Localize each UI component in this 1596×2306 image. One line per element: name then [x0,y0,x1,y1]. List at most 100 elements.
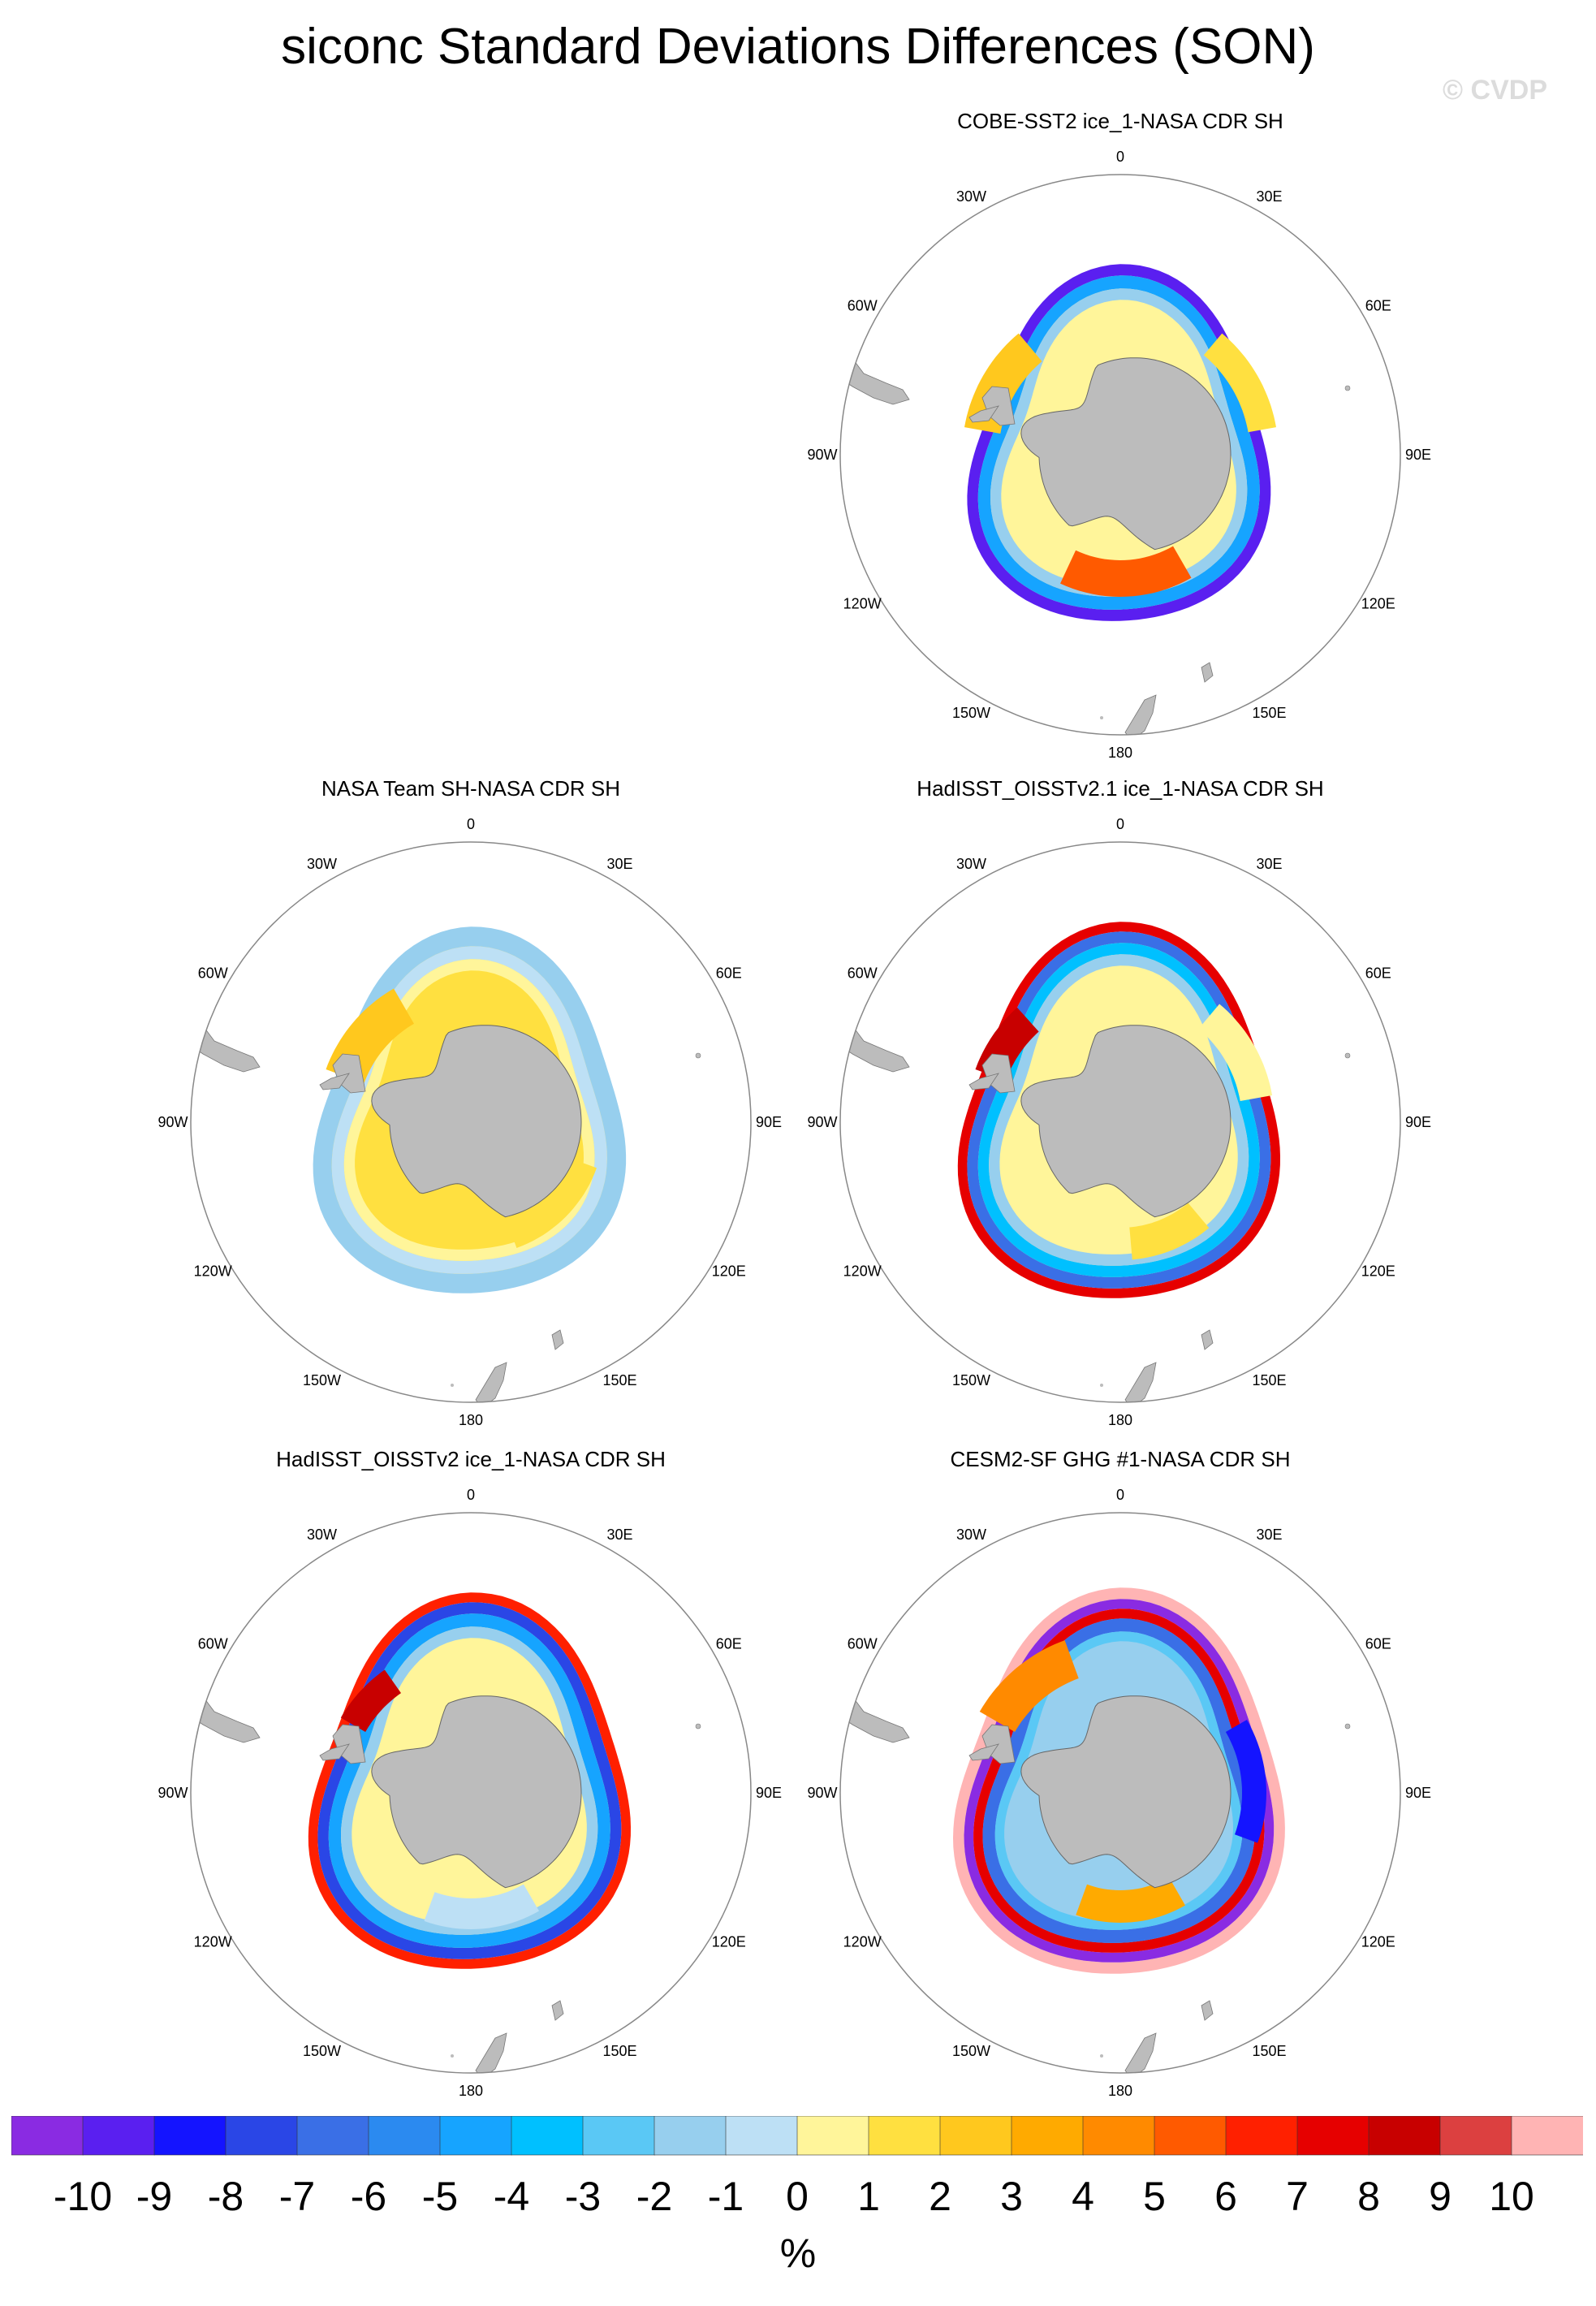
lon-label-0: 0 [1116,1487,1124,1503]
colorbar-tick-label: 7 [1286,2174,1309,2219]
colorbar-tick-label: -5 [421,2174,459,2219]
lon-label-150e: 150E [602,2043,636,2059]
lon-label-30w: 30W [307,1527,337,1543]
colorbar-tick-label: 6 [1214,2174,1237,2219]
anomaly-patch [1129,1203,1210,1260]
panel-nasa-team: NASA Team SH-NASA CDR SH 0 30E 60E 90E 120E 15… [146,776,796,1447]
lon-label-60w: 60W [198,1636,228,1652]
colorbar [11,2116,1583,2156]
antarctica-land [371,1025,582,1218]
lon-label-30e: 30E [1256,188,1282,205]
lon-label-30e: 30E [606,1527,632,1543]
anomaly-patch [505,1156,597,1248]
antarctica-land [1020,1695,1232,1889]
map-boundary [839,1512,1401,2074]
lon-label-150w: 150W [303,2043,341,2059]
colorbar-tick-label: 10 [1489,2174,1534,2219]
lon-label-150e: 150E [1252,705,1286,721]
lon-label-150e: 150E [1252,1372,1286,1388]
antarctica-land [1020,357,1232,551]
lon-label-60w: 60W [848,965,878,982]
lon-label-120e: 120E [1361,1934,1395,1950]
panel-title: NASA Team SH-NASA CDR SH [321,776,620,801]
colorbar-swatch [296,2116,369,2156]
lon-label-60e: 60E [716,965,742,982]
lon-label-30w: 30W [956,1527,986,1543]
lon-label-90e: 90E [1405,447,1431,463]
antarctica-land [371,1695,582,1889]
lon-label-120w: 120W [843,1263,882,1280]
colorbar-swatch [368,2116,441,2156]
map-boundary [839,841,1401,1403]
colorbar-tick-label: 9 [1429,2174,1451,2219]
colorbar-swatch [1439,2116,1512,2156]
lon-label-180: 180 [1108,745,1132,761]
lon-label-0: 0 [467,816,475,832]
panel-title: COBE-SST2 ice_1-NASA CDR SH [957,109,1283,133]
colorbar-tick-label: -6 [350,2174,387,2219]
lon-label-180: 180 [1108,2083,1132,2099]
panel-title: HadISST_OISSTv2.1 ice_1-NASA CDR SH [917,776,1323,801]
lon-label-60w: 60W [848,298,878,314]
panel-title: CESM2-SF GHG #1-NASA CDR SH [951,1447,1291,1471]
lon-label-90w: 90W [807,1785,837,1801]
lon-label-150w: 150W [303,1372,341,1388]
map-content [840,922,1351,1402]
colorbar-tick-label: 8 [1357,2174,1380,2219]
lon-label-150w: 150W [952,705,990,721]
lon-label-150e: 150E [602,1372,636,1388]
lon-label-150w: 150W [952,1372,990,1388]
lon-label-90e: 90E [756,1785,782,1801]
colorbar-swatch [1511,2116,1583,2156]
colorbar-swatch [1296,2116,1370,2156]
map-cesm2: CESM2-SF GHG #1-NASA CDR SH 0 30E 60E 90E 120… [807,1447,1431,2099]
anomaly-patch [1060,546,1192,597]
lon-label-90w: 90W [807,447,837,463]
lon-label-90e: 90E [1405,1785,1431,1801]
lon-label-90w: 90W [157,1114,188,1130]
colorbar-swatch [725,2116,798,2156]
colorbar-swatch [939,2116,1012,2156]
colorbar-tick-label: -2 [636,2174,673,2219]
panel-cesm2: CESM2-SF GHG #1-NASA CDR SH 0 30E 60E 90E 120… [796,1447,1445,2118]
colorbar-tick-label: 2 [929,2174,951,2219]
colorbar-swatch [225,2116,298,2156]
lon-label-150e: 150E [1252,2043,1286,2059]
colorbar-swatch [1154,2116,1227,2156]
lon-label-60e: 60E [716,1636,742,1652]
anomaly-patch [424,1884,539,1929]
anomaly-patch [964,333,1042,434]
map-nasa-team: NASA Team SH-NASA CDR SH 0 30E 60E 90E 120E 15… [157,776,782,1428]
lon-label-120e: 120E [1361,1263,1395,1280]
lon-label-120w: 120W [843,1934,882,1950]
colorbar-tick-label: -8 [207,2174,244,2219]
map-boundary [190,1512,752,2074]
colorbar-swatch [1225,2116,1298,2156]
lon-label-120w: 120W [843,596,882,612]
lon-label-120w: 120W [194,1934,232,1950]
map-content [191,926,701,1402]
colorbar-swatch [1368,2116,1441,2156]
lon-label-120e: 120E [712,1934,746,1950]
lon-label-60e: 60E [1365,965,1391,982]
lon-label-60w: 60W [198,965,228,982]
panel-hadisst-oisstv2: HadISST_OISSTv2 ice_1-NASA CDR SH 0 30E 60E… [146,1447,796,2118]
colorbar-tick-label: 5 [1143,2174,1166,2219]
anomaly-patch [340,1669,401,1732]
lon-label-30w: 30W [956,856,986,872]
map-cobe: COBE-SST2 ice_1-NASA CDR SH 0 30E 60E 90E 120… [807,109,1431,761]
colorbar-labels: -10 -9 -8 -7 -6 -5 -4 -3 -2 -1 0 1 2 3 4 5 6 7 8 9 10 [0,2173,1596,2222]
map-content [191,1592,701,2073]
map-content [840,1587,1351,2073]
colorbar-tick-label: -9 [136,2174,173,2219]
anomaly-patch [1225,1720,1266,1843]
colorbar-swatch [796,2116,869,2156]
colorbar-swatch [868,2116,941,2156]
anomaly-patch [979,1640,1079,1732]
panel-title: HadISST_OISSTv2 ice_1-NASA CDR SH [276,1447,666,1471]
colorbar-tick-label: -1 [707,2174,744,2219]
antarctica-land [1020,1025,1232,1218]
panel-cobe: COBE-SST2 ice_1-NASA CDR SH 0 30E 60E 90E 120… [796,109,1445,779]
colorbar-units: % [779,2230,817,2276]
lon-label-30e: 30E [606,856,632,872]
